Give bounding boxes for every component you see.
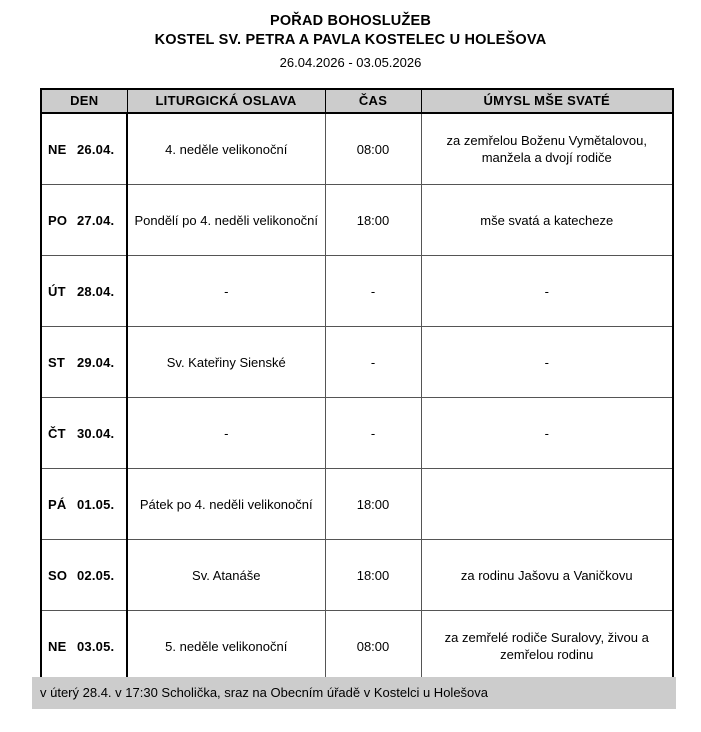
cell-day: PÁ 01.05. — [41, 468, 128, 540]
document-header: POŘAD BOHOSLUŽEB KOSTEL SV. PETRA A PAVL… — [0, 0, 701, 73]
cell-time: - — [324, 255, 421, 327]
cell-celebration: Sv. Atanáše — [126, 539, 325, 611]
table-row: ÚT 28.04. - - - — [41, 255, 673, 327]
day-of-week: PÁ — [48, 496, 67, 512]
column-header-intention: ÚMYSL MŠE SVATÉ — [420, 89, 673, 114]
table-header-row: DEN LITURGICKÁ OSLAVA ČAS ÚMYSL MŠE SVAT… — [41, 89, 673, 114]
table-row: SO 02.05. Sv. Atanáše 18:00 za rodinu Jašovu… — [41, 539, 673, 611]
cell-intention: - — [420, 255, 673, 327]
table-row: PÁ 01.05. Pátek po 4. neděli velikonoční 18… — [41, 468, 673, 540]
day-date: 26.04. — [77, 141, 115, 157]
cell-intention: za zemřelé rodiče Suralovy, živou a zemř… — [420, 610, 673, 682]
cell-celebration: Pondělí po 4. neděli velikonoční — [126, 184, 325, 256]
table-row: ST 29.04. Sv. Kateřiny Sienské - - — [41, 326, 673, 398]
cell-day: NE 03.05. — [41, 610, 128, 682]
day-of-week: ST — [48, 354, 66, 370]
cell-time: 18:00 — [324, 184, 421, 256]
cell-time: - — [324, 326, 421, 398]
day-date: 28.04. — [77, 283, 115, 299]
day-of-week: PO — [48, 212, 68, 228]
cell-day: ČT 30.04. — [41, 397, 128, 469]
header-date-range: 26.04.2026 - 03.05.2026 — [279, 55, 422, 70]
cell-time: 18:00 — [324, 468, 421, 540]
schedule-table-container: DEN LITURGICKÁ OSLAVA ČAS ÚMYSL MŠE SVAT… — [40, 88, 674, 683]
table-body: NE 26.04. 4. neděle velikonoční 08:00 za zem… — [41, 113, 673, 682]
cell-day: SO 02.05. — [41, 539, 128, 611]
column-header-time: ČAS — [324, 89, 422, 114]
cell-time: 18:00 — [324, 539, 421, 611]
mass-schedule-table: DEN LITURGICKÁ OSLAVA ČAS ÚMYSL MŠE SVAT… — [40, 88, 674, 683]
cell-time: 08:00 — [324, 610, 421, 682]
day-of-week: SO — [48, 567, 68, 583]
cell-celebration: Sv. Kateřiny Sienské — [126, 326, 325, 398]
day-date: 30.04. — [77, 425, 115, 441]
cell-celebration: 5. neděle velikonoční — [126, 610, 325, 682]
day-of-week: NE — [48, 141, 67, 157]
cell-intention: za zemřelou Boženu Vymětalovou, manžela … — [420, 113, 673, 185]
table-row: ČT 30.04. - - - — [41, 397, 673, 469]
header-title-line-2: KOSTEL SV. PETRA A PAVLA KOSTELEC U HOLE… — [154, 32, 547, 48]
cell-celebration: Pátek po 4. neděli velikonoční — [126, 468, 325, 540]
column-header-day: DEN — [41, 89, 128, 114]
day-date: 27.04. — [77, 212, 115, 228]
cell-time: 08:00 — [324, 113, 421, 185]
cell-intention — [420, 468, 673, 540]
cell-day: ÚT 28.04. — [41, 255, 128, 327]
cell-celebration: - — [126, 397, 325, 469]
table-row: PO 27.04. Pondělí po 4. neděli velikonoční… — [41, 184, 673, 256]
cell-celebration: - — [126, 255, 325, 327]
day-of-week: ÚT — [48, 283, 66, 299]
table-row: NE 03.05. 5. neděle velikonoční 08:00 za zem… — [41, 610, 673, 682]
cell-intention: - — [420, 397, 673, 469]
day-date: 29.04. — [77, 354, 115, 370]
cell-intention: za rodinu Jašovu a Vaničkovu — [420, 539, 673, 611]
day-date: 03.05. — [77, 638, 115, 654]
cell-day: PO 27.04. — [41, 184, 128, 256]
column-header-celebration: LITURGICKÁ OSLAVA — [126, 89, 326, 114]
day-date: 02.05. — [77, 567, 115, 583]
cell-intention: - — [420, 326, 673, 398]
day-of-week: NE — [48, 638, 67, 654]
footer-note: v úterý 28.4. v 17:30 Scholička, sraz na… — [32, 677, 676, 709]
cell-time: - — [324, 397, 421, 469]
table-row: NE 26.04. 4. neděle velikonoční 08:00 za zem… — [41, 113, 673, 185]
cell-day: NE 26.04. — [41, 113, 128, 185]
cell-celebration: 4. neděle velikonoční — [126, 113, 325, 185]
cell-intention: mše svatá a katecheze — [420, 184, 673, 256]
cell-day: ST 29.04. — [41, 326, 128, 398]
header-title-line-1: POŘAD BOHOSLUŽEB — [269, 13, 432, 29]
day-date: 01.05. — [77, 496, 115, 512]
day-of-week: ČT — [48, 425, 66, 441]
